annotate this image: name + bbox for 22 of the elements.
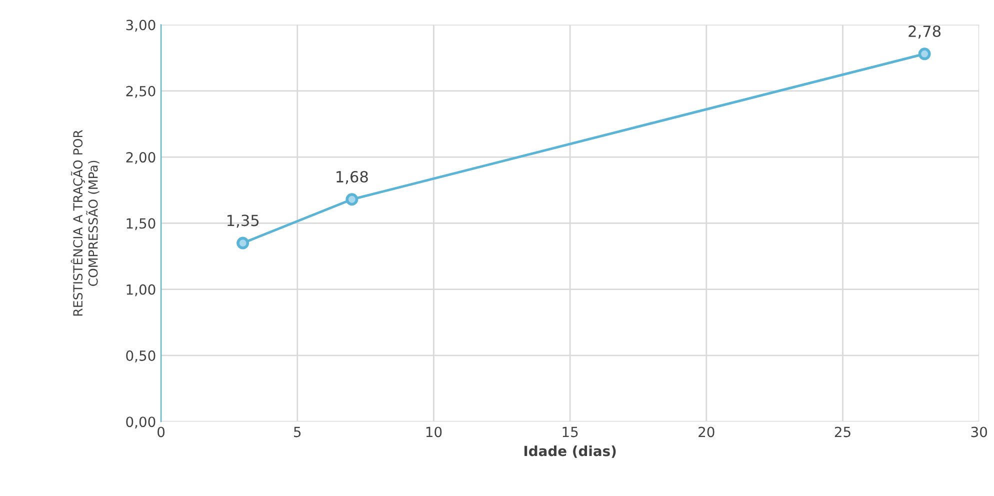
x-tick-label: 30 [971, 426, 988, 438]
point [236, 236, 250, 250]
point [346, 193, 358, 206]
y-tick-label: 3,00 [126, 20, 156, 32]
data-label: 2,78 [908, 25, 941, 39]
y-tick-label: 1,50 [126, 218, 156, 230]
x-tick-label: 20 [698, 426, 714, 438]
y-tick-label: 0,50 [126, 350, 156, 362]
x-axis-title: Idade (dias) [524, 445, 616, 458]
y-axis-title: RESTISTÊNCIA A TRAÇÃO POR COMPRESSÃO (MPa) [70, 130, 100, 316]
point [918, 48, 931, 60]
data-label: 1,35 [228, 214, 259, 228]
x-tick-label: 15 [562, 426, 578, 438]
x-tick-label: 5 [294, 426, 301, 438]
y-tick-label: 1,00 [126, 284, 156, 296]
x-tick-label: 25 [834, 426, 850, 438]
x-tick-label: 0 [158, 426, 165, 438]
y-tick-label: 2,50 [126, 86, 156, 98]
x-tick-label: 10 [426, 426, 442, 438]
data-label: 1,68 [336, 170, 368, 184]
y-tick-label: 2,00 [126, 152, 156, 164]
y-tick-label: 0,00 [126, 416, 156, 428]
